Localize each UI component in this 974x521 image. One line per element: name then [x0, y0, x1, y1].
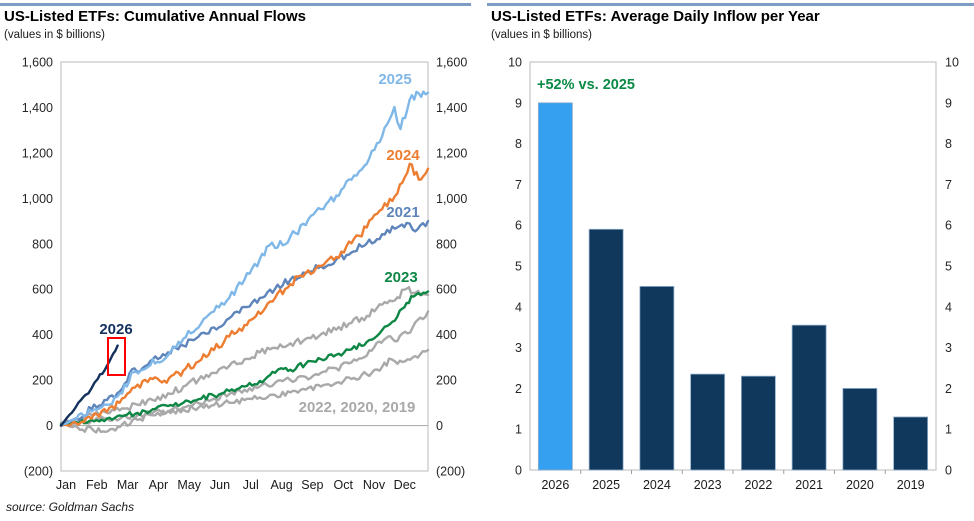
- svg-text:1,400: 1,400: [436, 101, 467, 115]
- svg-text:1,400: 1,400: [22, 101, 53, 115]
- svg-text:(200): (200): [24, 465, 53, 479]
- svg-text:Jan: Jan: [56, 478, 76, 492]
- pct-vs-2025-annotation: +52% vs. 2025: [537, 77, 635, 93]
- svg-text:5: 5: [515, 260, 522, 274]
- left-chart-title: US-Listed ETFs: Cumulative Annual Flows: [4, 8, 306, 25]
- svg-text:2021: 2021: [795, 478, 823, 492]
- svg-text:1: 1: [515, 423, 522, 437]
- svg-text:200: 200: [32, 374, 53, 388]
- svg-text:8: 8: [945, 137, 952, 151]
- svg-text:600: 600: [32, 283, 53, 297]
- svg-text:8: 8: [515, 137, 522, 151]
- source-note: source: Goldman Sachs: [6, 500, 135, 514]
- svg-text:Feb: Feb: [86, 478, 108, 492]
- svg-text:10: 10: [508, 56, 522, 70]
- svg-text:600: 600: [436, 283, 457, 297]
- svg-text:May: May: [177, 478, 201, 492]
- svg-text:9: 9: [515, 96, 522, 110]
- line-series-2020: [59, 310, 430, 434]
- svg-text:4: 4: [945, 300, 952, 314]
- svg-text:Aug: Aug: [270, 478, 292, 492]
- svg-text:0: 0: [945, 464, 952, 478]
- svg-text:200: 200: [436, 374, 457, 388]
- left-chart-subtitle: (values in $ billions): [4, 29, 105, 41]
- svg-text:6: 6: [515, 219, 522, 233]
- svg-text:2024: 2024: [643, 478, 671, 492]
- svg-text:2: 2: [515, 382, 522, 396]
- svg-text:5: 5: [945, 260, 952, 274]
- svg-text:2025: 2025: [592, 478, 620, 492]
- svg-text:1,200: 1,200: [22, 146, 53, 160]
- series-label-2025: 2025: [378, 71, 411, 88]
- svg-text:Jul: Jul: [243, 478, 259, 492]
- series-label-2024: 2024: [386, 147, 420, 164]
- svg-text:800: 800: [436, 237, 457, 251]
- svg-text:2023: 2023: [694, 478, 722, 492]
- svg-text:7: 7: [945, 178, 952, 192]
- svg-text:1,000: 1,000: [436, 192, 467, 206]
- svg-text:400: 400: [32, 328, 53, 342]
- bar-2022: [740, 375, 776, 471]
- svg-text:0: 0: [46, 419, 53, 433]
- svg-text:1: 1: [945, 423, 952, 437]
- panel-top-rule-right: [487, 3, 974, 6]
- svg-text:2020: 2020: [846, 478, 874, 492]
- right-chart-title: US-Listed ETFs: Average Daily Inflow per…: [491, 8, 820, 25]
- svg-text:2: 2: [945, 382, 952, 396]
- series-label-2021: 2021: [386, 204, 419, 221]
- svg-text:2026: 2026: [541, 478, 569, 492]
- svg-text:3: 3: [515, 341, 522, 355]
- svg-text:3: 3: [945, 341, 952, 355]
- bar-2021: [791, 324, 827, 471]
- series-label-2023: 2023: [384, 269, 417, 286]
- svg-text:0: 0: [515, 464, 522, 478]
- svg-text:6: 6: [945, 219, 952, 233]
- series-label-2026: 2026: [99, 321, 132, 338]
- svg-text:Jun: Jun: [210, 478, 230, 492]
- line-series-2023: [59, 290, 430, 426]
- svg-text:1,600: 1,600: [22, 56, 53, 70]
- svg-text:4: 4: [515, 300, 522, 314]
- svg-text:2022: 2022: [744, 478, 772, 492]
- line-series-2022: [59, 286, 430, 424]
- svg-text:7: 7: [515, 178, 522, 192]
- svg-text:Apr: Apr: [149, 478, 168, 492]
- line-series-2025: [59, 90, 430, 427]
- svg-text:Nov: Nov: [363, 478, 386, 492]
- svg-text:400: 400: [436, 328, 457, 342]
- svg-text:1,600: 1,600: [436, 56, 467, 70]
- series-label-2022-2020-2019: 2022, 2020, 2019: [299, 399, 416, 416]
- svg-text:(200): (200): [436, 465, 465, 479]
- cumulative-flows-chart: 1,600 1,600 1,400 1,400 1,200 1,200 1,000 1,000…: [22, 56, 468, 493]
- svg-text:1,000: 1,000: [22, 192, 53, 206]
- svg-text:Oct: Oct: [333, 478, 353, 492]
- right-chart-subtitle: (values in $ billions): [491, 29, 592, 41]
- svg-text:9: 9: [945, 96, 952, 110]
- svg-text:2019: 2019: [897, 478, 925, 492]
- bar-2025: [588, 228, 624, 471]
- bar-2024: [639, 285, 675, 471]
- bar-2020: [842, 387, 878, 471]
- svg-text:Dec: Dec: [394, 478, 416, 492]
- panel-top-rule-left: [0, 3, 471, 6]
- svg-text:Sep: Sep: [301, 478, 323, 492]
- svg-text:1,200: 1,200: [436, 146, 467, 160]
- bar-2019: [893, 416, 929, 471]
- svg-text:Mar: Mar: [117, 478, 139, 492]
- svg-text:800: 800: [32, 237, 53, 251]
- bar-2023: [690, 373, 726, 471]
- red-highlight-box: [107, 337, 126, 376]
- bar-2026: [537, 102, 573, 471]
- svg-text:0: 0: [436, 419, 443, 433]
- svg-text:10: 10: [945, 56, 959, 70]
- line-series-2024: [59, 162, 430, 427]
